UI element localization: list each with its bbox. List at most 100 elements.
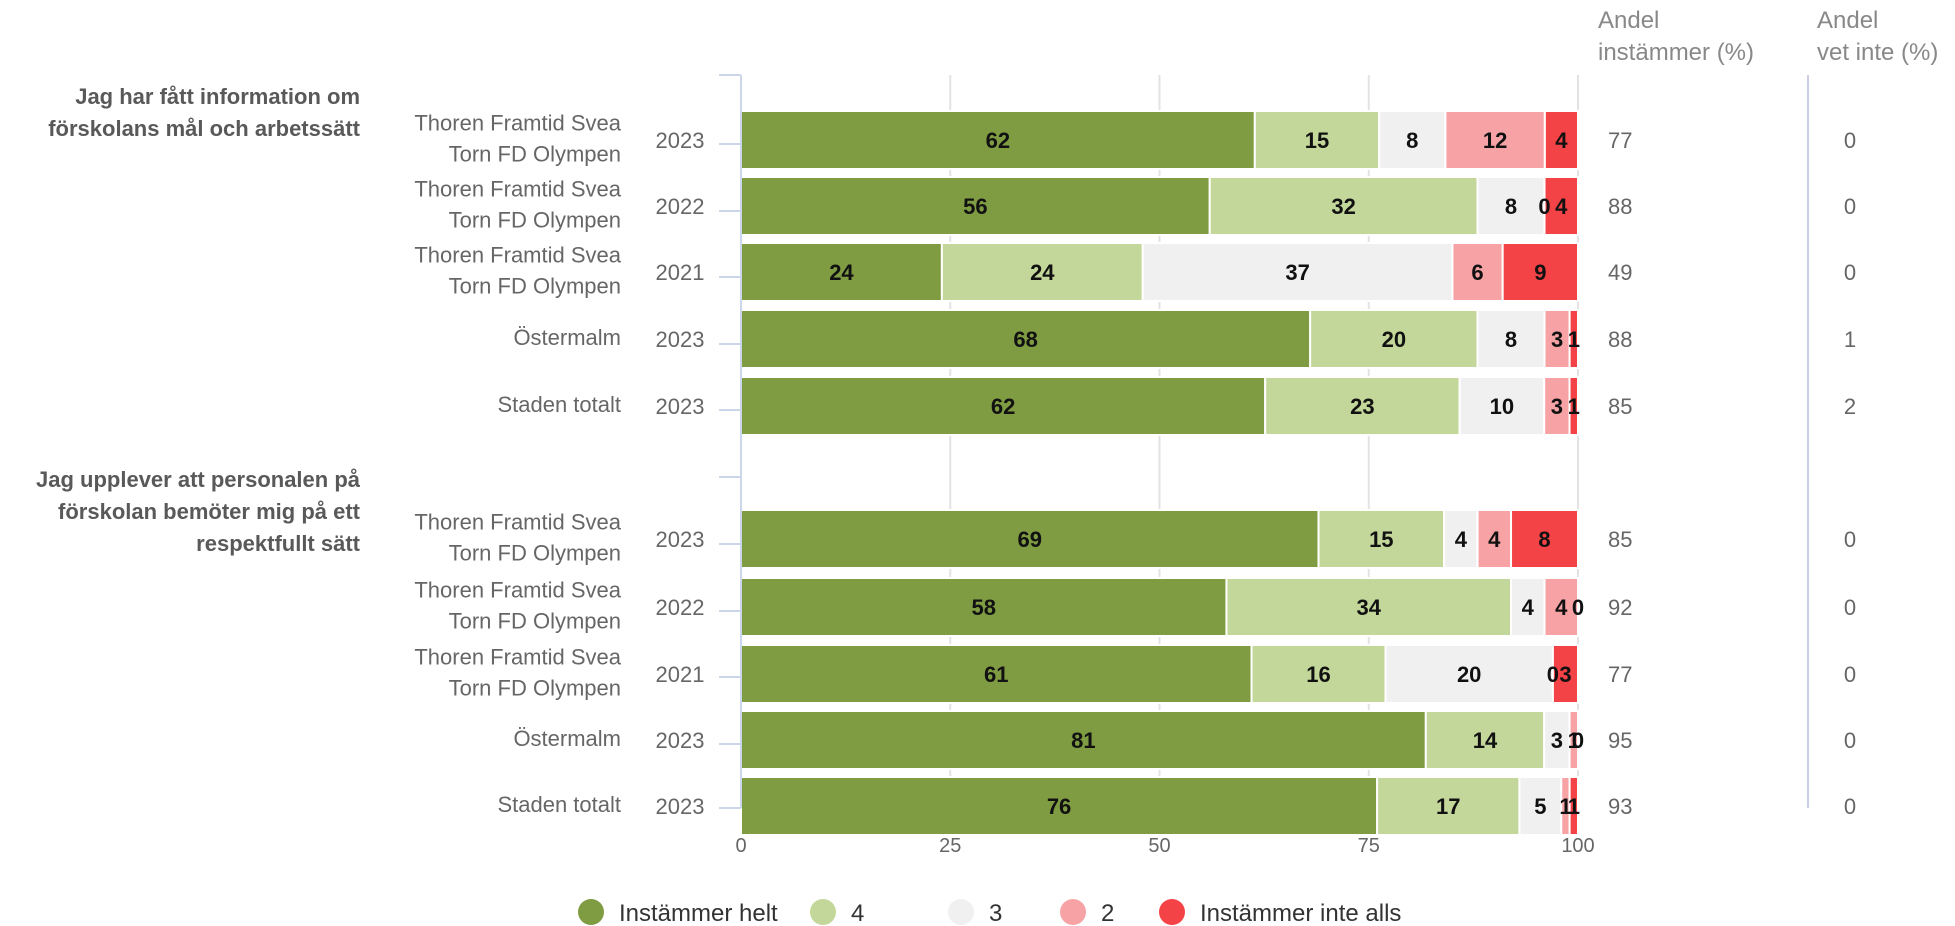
row-unit-label: Östermalm (513, 325, 621, 350)
labels-layer: Andel instämmer (%) Andel vet inte (%) Jag h… (36, 7, 1938, 819)
legend-label: 2 (1101, 900, 1114, 926)
x-tick-label: 0 (735, 835, 746, 857)
bar-segment (1141, 242, 1454, 302)
row-unit-label-line: Östermalm (513, 325, 621, 350)
bar-segment (1543, 176, 1580, 236)
bar-value-label: 5 (1534, 794, 1546, 819)
bar-value-label: 0 (1572, 595, 1584, 620)
bar-value-label: 24 (829, 260, 854, 285)
bar-value-label: 62 (991, 394, 1015, 419)
bar-value-label: 81 (1071, 728, 1095, 753)
row-year-label: 2023 (656, 527, 705, 552)
bar-segment (740, 710, 1427, 770)
row-year-label: 2023 (656, 794, 705, 819)
bar-segment (740, 644, 1253, 704)
bar-segment (1543, 710, 1571, 770)
row-unit-label-line: Staden totalt (497, 392, 621, 417)
row-year-label: 2021 (656, 662, 705, 687)
bar-value-label: 8 (1505, 194, 1517, 219)
bar-value-label: 4 (1555, 128, 1568, 153)
bar-value-label: 32 (1331, 194, 1355, 219)
bars-layer (740, 110, 1580, 836)
andel-vet-inte-value: 0 (1844, 662, 1856, 687)
legend-layer: Instämmer helt 4 3 2 Instämmer inte alls (578, 899, 1401, 926)
legend-swatch (1060, 899, 1086, 925)
row-year-label: 2023 (656, 394, 705, 419)
row-unit-label-line: Thoren Framtid Svea (414, 111, 621, 136)
bar-value-label: 4 (1522, 595, 1535, 620)
bar-value-label: 8 (1505, 327, 1517, 352)
bar-segment (1424, 710, 1546, 770)
bar-value-label: 1 (1568, 394, 1580, 419)
bar-segment (1568, 309, 1580, 369)
x-tick-label: 50 (1148, 835, 1170, 857)
row-year-label: 2022 (656, 194, 705, 219)
bar-segment (1543, 577, 1580, 637)
x-tick-label: 25 (939, 835, 961, 857)
bar-value-label: 0 (1547, 662, 1559, 687)
bar-value-label: 1 (1559, 794, 1571, 819)
row-unit-label-line: Torn FD Olympen (449, 142, 621, 167)
row-unit-label-line: Torn FD Olympen (449, 609, 621, 634)
bar-segment (1253, 110, 1381, 170)
bar-value-label: 0 (1538, 194, 1550, 219)
bar-segment (1451, 242, 1504, 302)
row-unit-label: Staden totalt (497, 792, 621, 817)
bar-segment (740, 110, 1256, 170)
bar-segment (1510, 509, 1580, 569)
bar-value-label: 15 (1369, 527, 1393, 552)
axis-layer: 0 25 50 75 100 (719, 74, 1809, 857)
bar-value-label: 3 (1551, 728, 1563, 753)
bar-segment (1510, 577, 1546, 637)
bar-value-label: 9 (1534, 260, 1546, 285)
row-unit-label: Thoren Framtid Svea Torn FD Olympen (414, 645, 621, 701)
bar-segment (1317, 509, 1446, 569)
row-unit-label: Thoren Framtid Svea Torn FD Olympen (414, 510, 621, 566)
bar-value-label: 3 (1551, 327, 1563, 352)
legend-swatch (948, 899, 974, 925)
header-andel-vet-inte-line: Andel (1817, 7, 1878, 34)
x-tick-label: 100 (1561, 835, 1594, 857)
bar-segment (740, 376, 1267, 436)
bar-value-label: 8 (1406, 128, 1418, 153)
bar-value-label: 4 (1488, 527, 1501, 552)
bar-value-label: 3 (1551, 394, 1563, 419)
andel-instammer-value: 95 (1608, 728, 1632, 753)
andel-instammer-value: 85 (1608, 394, 1632, 419)
bar-value-label: 61 (984, 662, 1008, 687)
legend-swatch (1159, 899, 1185, 925)
bar-segment (740, 577, 1228, 637)
bar-segment (1225, 577, 1513, 637)
bar-value-label: 62 (986, 128, 1010, 153)
row-unit-label-line: Torn FD Olympen (449, 274, 621, 299)
bar-value-label: 1 (1568, 794, 1580, 819)
bar-value-label: 6 (1471, 260, 1483, 285)
bar-value-label: 20 (1382, 327, 1406, 352)
row-unit-label: Thoren Framtid Svea Torn FD Olympen (414, 111, 621, 167)
legend-label: Instämmer inte alls (1200, 900, 1401, 926)
bar-value-label: 34 (1357, 595, 1382, 620)
header-andel-instammer: Andel instämmer (%) (1598, 7, 1754, 66)
andel-vet-inte-value: 0 (1844, 794, 1856, 819)
bar-value-label: 56 (963, 194, 987, 219)
header-andel-instammer-line: instämmer (%) (1598, 39, 1754, 66)
row-unit-label: Thoren Framtid Svea Torn FD Olympen (414, 177, 621, 233)
bar-segment (1568, 776, 1580, 836)
andel-vet-inte-value: 0 (1844, 260, 1856, 285)
row-unit-label: Östermalm (513, 726, 621, 751)
andel-instammer-value: 92 (1608, 595, 1632, 620)
bar-value-label: 24 (1030, 260, 1055, 285)
row-unit-label-line: Thoren Framtid Svea (414, 177, 621, 202)
row-unit-label-line: Thoren Framtid Svea (414, 645, 621, 670)
row-unit-label: Staden totalt (497, 392, 621, 417)
andel-vet-inte-value: 0 (1844, 194, 1856, 219)
bar-value-label: 10 (1490, 394, 1514, 419)
bar-value-label: 1 (1568, 327, 1580, 352)
bar-segment (1543, 110, 1579, 170)
header-andel-vet-inte-line: vet inte (%) (1817, 39, 1938, 66)
andel-vet-inte-value: 0 (1844, 728, 1856, 753)
andel-instammer-value: 88 (1608, 327, 1632, 352)
row-unit-label-line: Torn FD Olympen (449, 541, 621, 566)
bar-segment (1376, 776, 1521, 836)
